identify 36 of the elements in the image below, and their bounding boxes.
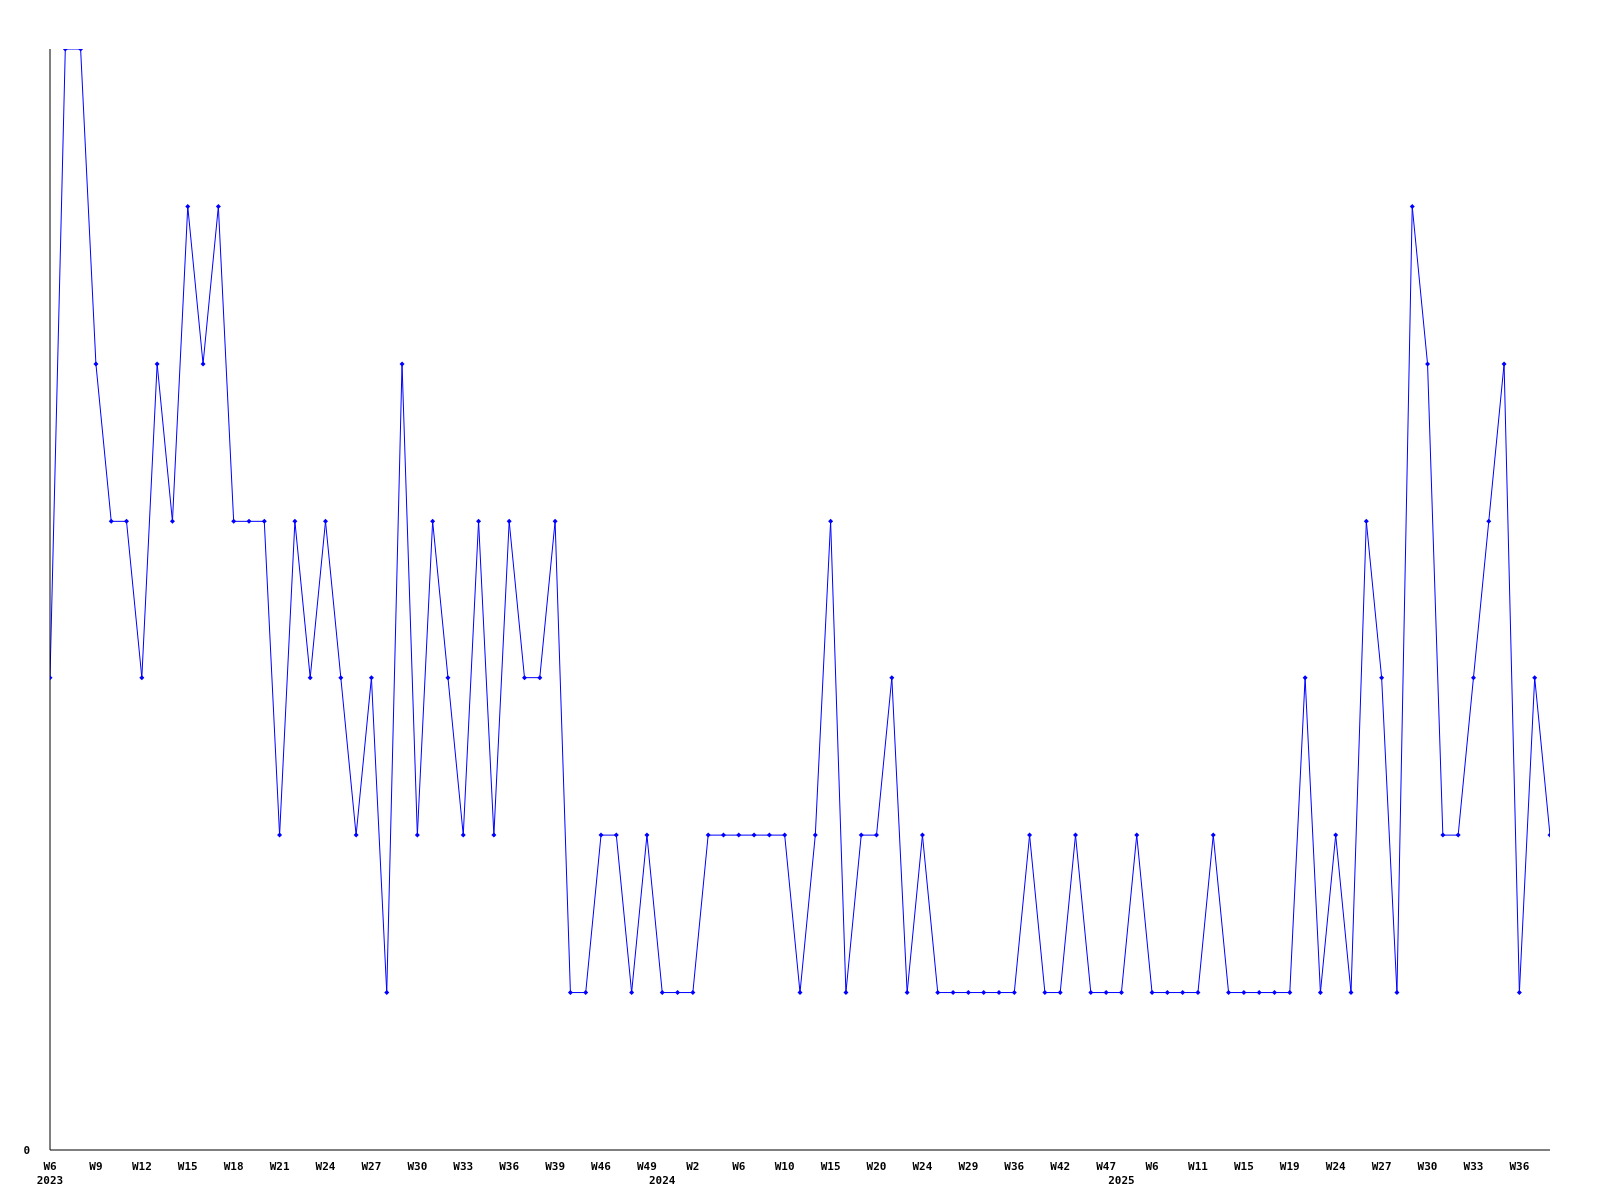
text: 0 (23, 1143, 30, 1157)
x-tick-label: W10 (774, 1160, 795, 1173)
x-tick-label: W24 (315, 1160, 336, 1173)
x-tick-label: 2024 (648, 1174, 676, 1187)
x-tick-label: W6 2023 (36, 1160, 64, 1187)
x-tick-label: W15 (177, 1160, 198, 1173)
x-tick-label: W27 (1371, 1160, 1392, 1173)
x-tick-label: W46 (591, 1160, 612, 1173)
x-tick-label: W49 (637, 1160, 657, 1173)
x-tick-label: W36 (1004, 1160, 1025, 1173)
x-tick-label: W6 (732, 1160, 746, 1173)
x-tick-label: W15 (820, 1160, 841, 1173)
x-tick-label: W12 (131, 1160, 152, 1173)
x-tick-label: W47 (1096, 1160, 1117, 1173)
x-tick-label: W42 (1050, 1160, 1071, 1173)
x-tick-label: W20 (866, 1160, 887, 1173)
x-tick-label: W2 (686, 1160, 700, 1173)
x-tick-label: W19 (1279, 1160, 1300, 1173)
x-tick-label: W27 (361, 1160, 382, 1173)
x-tick-label: W29 (958, 1160, 979, 1173)
x-tick-label: W36 (499, 1160, 520, 1173)
x-tick-label: 2025 (1108, 1174, 1135, 1187)
x-tick-label: W21 (269, 1160, 290, 1173)
x-tick-label: W33 (453, 1160, 474, 1173)
x-tick-label: W9 (89, 1160, 103, 1173)
x-tick-label: W18 (223, 1160, 244, 1173)
x-tick-label: W33 (1463, 1160, 1484, 1173)
x-tick-label: W36 (1509, 1160, 1530, 1173)
x-tick-label: W6 (1145, 1160, 1160, 1173)
x-tick-label: W11 (1188, 1160, 1209, 1173)
x-tick-label: W30 (1417, 1160, 1438, 1173)
x-tick-label: W39 (545, 1160, 566, 1173)
x-tick-label: W24 (912, 1160, 933, 1173)
x-tick-label: W30 (407, 1160, 428, 1173)
x-tick-label: W24 (1325, 1160, 1347, 1173)
x-tick-label: W15 (1233, 1160, 1254, 1173)
